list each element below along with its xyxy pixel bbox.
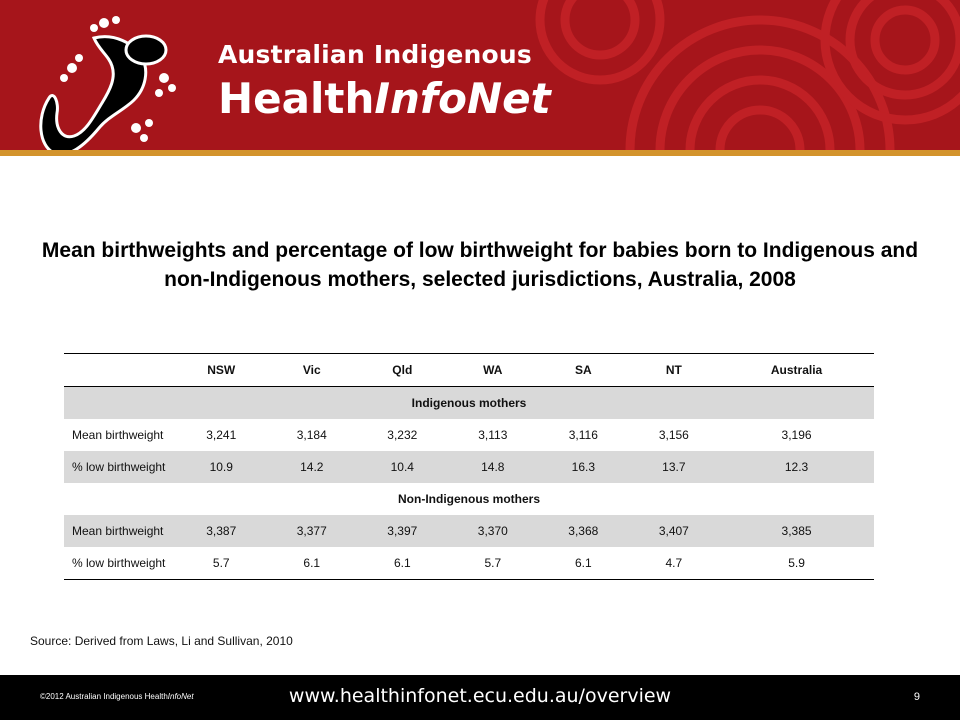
footer-bar: ©2012 Australian Indigenous HealthInfoNe…: [0, 675, 960, 720]
table-cell: 14.8: [481, 460, 505, 474]
table-cell: 10.4: [390, 460, 414, 474]
table-cell: 5.7: [484, 556, 502, 570]
table-cell: 3,232: [387, 428, 418, 442]
table-cell: 3,156: [658, 428, 689, 442]
table-cell: 3,116: [568, 428, 598, 442]
row-label: % low birthweight: [72, 460, 166, 474]
table-cell: 3,385: [781, 524, 812, 538]
swirl-pattern-icon: [535, 0, 960, 150]
header-cell: NSW: [207, 363, 236, 377]
table-cell: 6.1: [574, 556, 592, 570]
table-cell: 5.7: [212, 556, 230, 570]
slide-title: Mean birthweights and percentage of low …: [41, 239, 919, 291]
table-cell: 10.9: [209, 460, 233, 474]
table-cell: 3,241: [206, 428, 237, 442]
copyright-prefix: ©2012 Australian Indigenous Health: [40, 692, 168, 701]
table-cell: 3,377: [296, 524, 327, 538]
brand-health: Health: [218, 74, 375, 123]
group-label: Non-Indigenous mothers: [398, 492, 540, 506]
website-link[interactable]: www.healthinfonet.ecu.edu.au/overview: [288, 685, 672, 707]
table-row: Mean birthweight 3,241 3,184 3,232 3,113…: [64, 419, 874, 451]
table-cell: 3,196: [781, 428, 812, 442]
header-cell: WA: [483, 363, 503, 377]
table-cell: 14.2: [300, 460, 324, 474]
birthweight-table: NSW Vic Qld WA SA NT Australia Indigenou…: [64, 353, 874, 580]
header-cell: Vic: [302, 363, 321, 377]
table-cell: 3,397: [387, 524, 418, 538]
header-cell: NT: [665, 363, 682, 377]
row-label: Mean birthweight: [72, 524, 164, 538]
table-cell: 3,184: [296, 428, 327, 442]
table-cell: 3,370: [477, 524, 508, 538]
group-heading-row: Non-Indigenous mothers: [64, 483, 874, 515]
brand-name-line1: Australian Indigenous: [218, 40, 532, 69]
table-cell: 6.1: [303, 556, 321, 570]
gecko-logo-icon: [39, 16, 176, 150]
row-label: Mean birthweight: [72, 428, 164, 442]
table-cell: 13.7: [662, 460, 686, 474]
table-cell: 3,368: [568, 524, 599, 538]
page-number: 9: [913, 691, 920, 703]
header-gold-rule: [0, 150, 960, 156]
header-banner: Australian Indigenous HealthInfoNet: [0, 0, 960, 150]
header-cell: Qld: [392, 363, 413, 377]
table-cell: 3,387: [206, 524, 237, 538]
table-cell: 16.3: [571, 460, 595, 474]
copyright-infonet: InfoNet: [167, 692, 194, 701]
table-cell: 6.1: [393, 556, 411, 570]
brand-name-line2: HealthInfoNet: [218, 74, 551, 123]
table-cell: 4.7: [665, 556, 683, 570]
header-cell: Australia: [770, 363, 823, 377]
table-cell: 12.3: [784, 460, 809, 474]
table-header-row: NSW Vic Qld WA SA NT Australia: [64, 353, 874, 387]
table-cell: 5.9: [788, 556, 805, 570]
group-heading-row: Indigenous mothers: [64, 386, 874, 419]
source-note: Source: Derived from Laws, Li and Sulliv…: [30, 634, 293, 648]
copyright-notice: ©2012 Australian Indigenous HealthInfoNe…: [40, 692, 194, 701]
table-row: % low birthweight 5.7 6.1 6.1 5.7 6.1 4.…: [64, 547, 874, 580]
table-row: % low birthweight 10.9 14.2 10.4 14.8 16…: [64, 451, 874, 483]
row-label: % low birthweight: [72, 556, 166, 570]
header-cell: [64, 354, 176, 387]
table-cell: 3,113: [478, 428, 508, 442]
group-label: Indigenous mothers: [411, 396, 527, 410]
brand-infonet: InfoNet: [374, 74, 551, 123]
table-cell: 3,407: [658, 524, 689, 538]
table-row: Mean birthweight 3,387 3,377 3,397 3,370…: [64, 515, 874, 547]
header-cell: SA: [574, 363, 592, 377]
birthweight-table-container: NSW Vic Qld WA SA NT Australia Indigenou…: [64, 353, 874, 580]
